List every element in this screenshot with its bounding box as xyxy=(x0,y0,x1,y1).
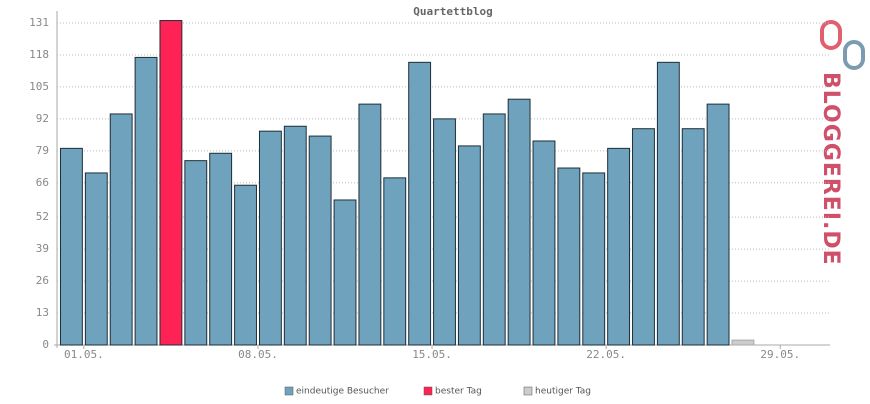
bar xyxy=(333,199,357,346)
bar xyxy=(234,184,257,346)
bar xyxy=(482,113,506,346)
bar xyxy=(184,160,208,346)
bar xyxy=(681,128,705,346)
legend-swatch xyxy=(423,386,433,396)
bar xyxy=(706,103,730,346)
logo-text: BLOGGEREI.DE xyxy=(818,72,843,266)
y-tick-label: 79 xyxy=(36,144,49,157)
bar xyxy=(134,56,158,346)
bar xyxy=(532,140,556,346)
bar xyxy=(607,147,631,346)
y-tick-label: 66 xyxy=(36,176,49,189)
bar xyxy=(656,61,680,346)
x-tick-label: 08.05. xyxy=(238,348,278,361)
y-tick-label: 105 xyxy=(29,80,49,93)
legend-swatch xyxy=(284,386,294,396)
x-tick-label: 22.05. xyxy=(586,348,626,361)
logo: BLOGGEREI.DE xyxy=(818,20,865,266)
bar xyxy=(457,145,481,346)
bar xyxy=(358,103,382,346)
bar xyxy=(60,147,83,346)
bar xyxy=(507,98,531,346)
bar xyxy=(159,20,183,346)
legend-label: eindeutige Besucher xyxy=(296,387,389,397)
y-tick-label: 131 xyxy=(29,16,49,29)
bar xyxy=(109,113,133,346)
bar xyxy=(557,167,581,346)
bar xyxy=(258,130,282,346)
y-tick-label: 13 xyxy=(36,306,49,319)
y-tick-label: 39 xyxy=(36,242,49,255)
x-tick-label: 01.05. xyxy=(64,348,104,361)
bar xyxy=(383,177,407,346)
bar xyxy=(283,125,307,346)
chart-title: Quartettblog xyxy=(413,5,492,18)
bar xyxy=(632,128,655,346)
bar xyxy=(84,172,108,346)
bar xyxy=(308,135,332,346)
y-tick-label: 26 xyxy=(36,274,49,287)
y-tick-label: 118 xyxy=(29,48,49,61)
y-tick-label: 0 xyxy=(42,338,49,351)
bar xyxy=(433,118,456,346)
legend-swatch xyxy=(523,386,533,396)
y-tick-label: 92 xyxy=(36,112,49,125)
bar xyxy=(731,339,755,346)
bar xyxy=(582,172,606,346)
x-tick-label: 29.05. xyxy=(760,348,800,361)
legend-label: bester Tag xyxy=(435,387,482,397)
bar xyxy=(209,152,233,346)
y-tick-label: 52 xyxy=(36,210,49,223)
x-tick-label: 15.05. xyxy=(412,348,452,361)
legend-label: heutiger Tag xyxy=(535,387,591,397)
bar xyxy=(408,61,432,346)
